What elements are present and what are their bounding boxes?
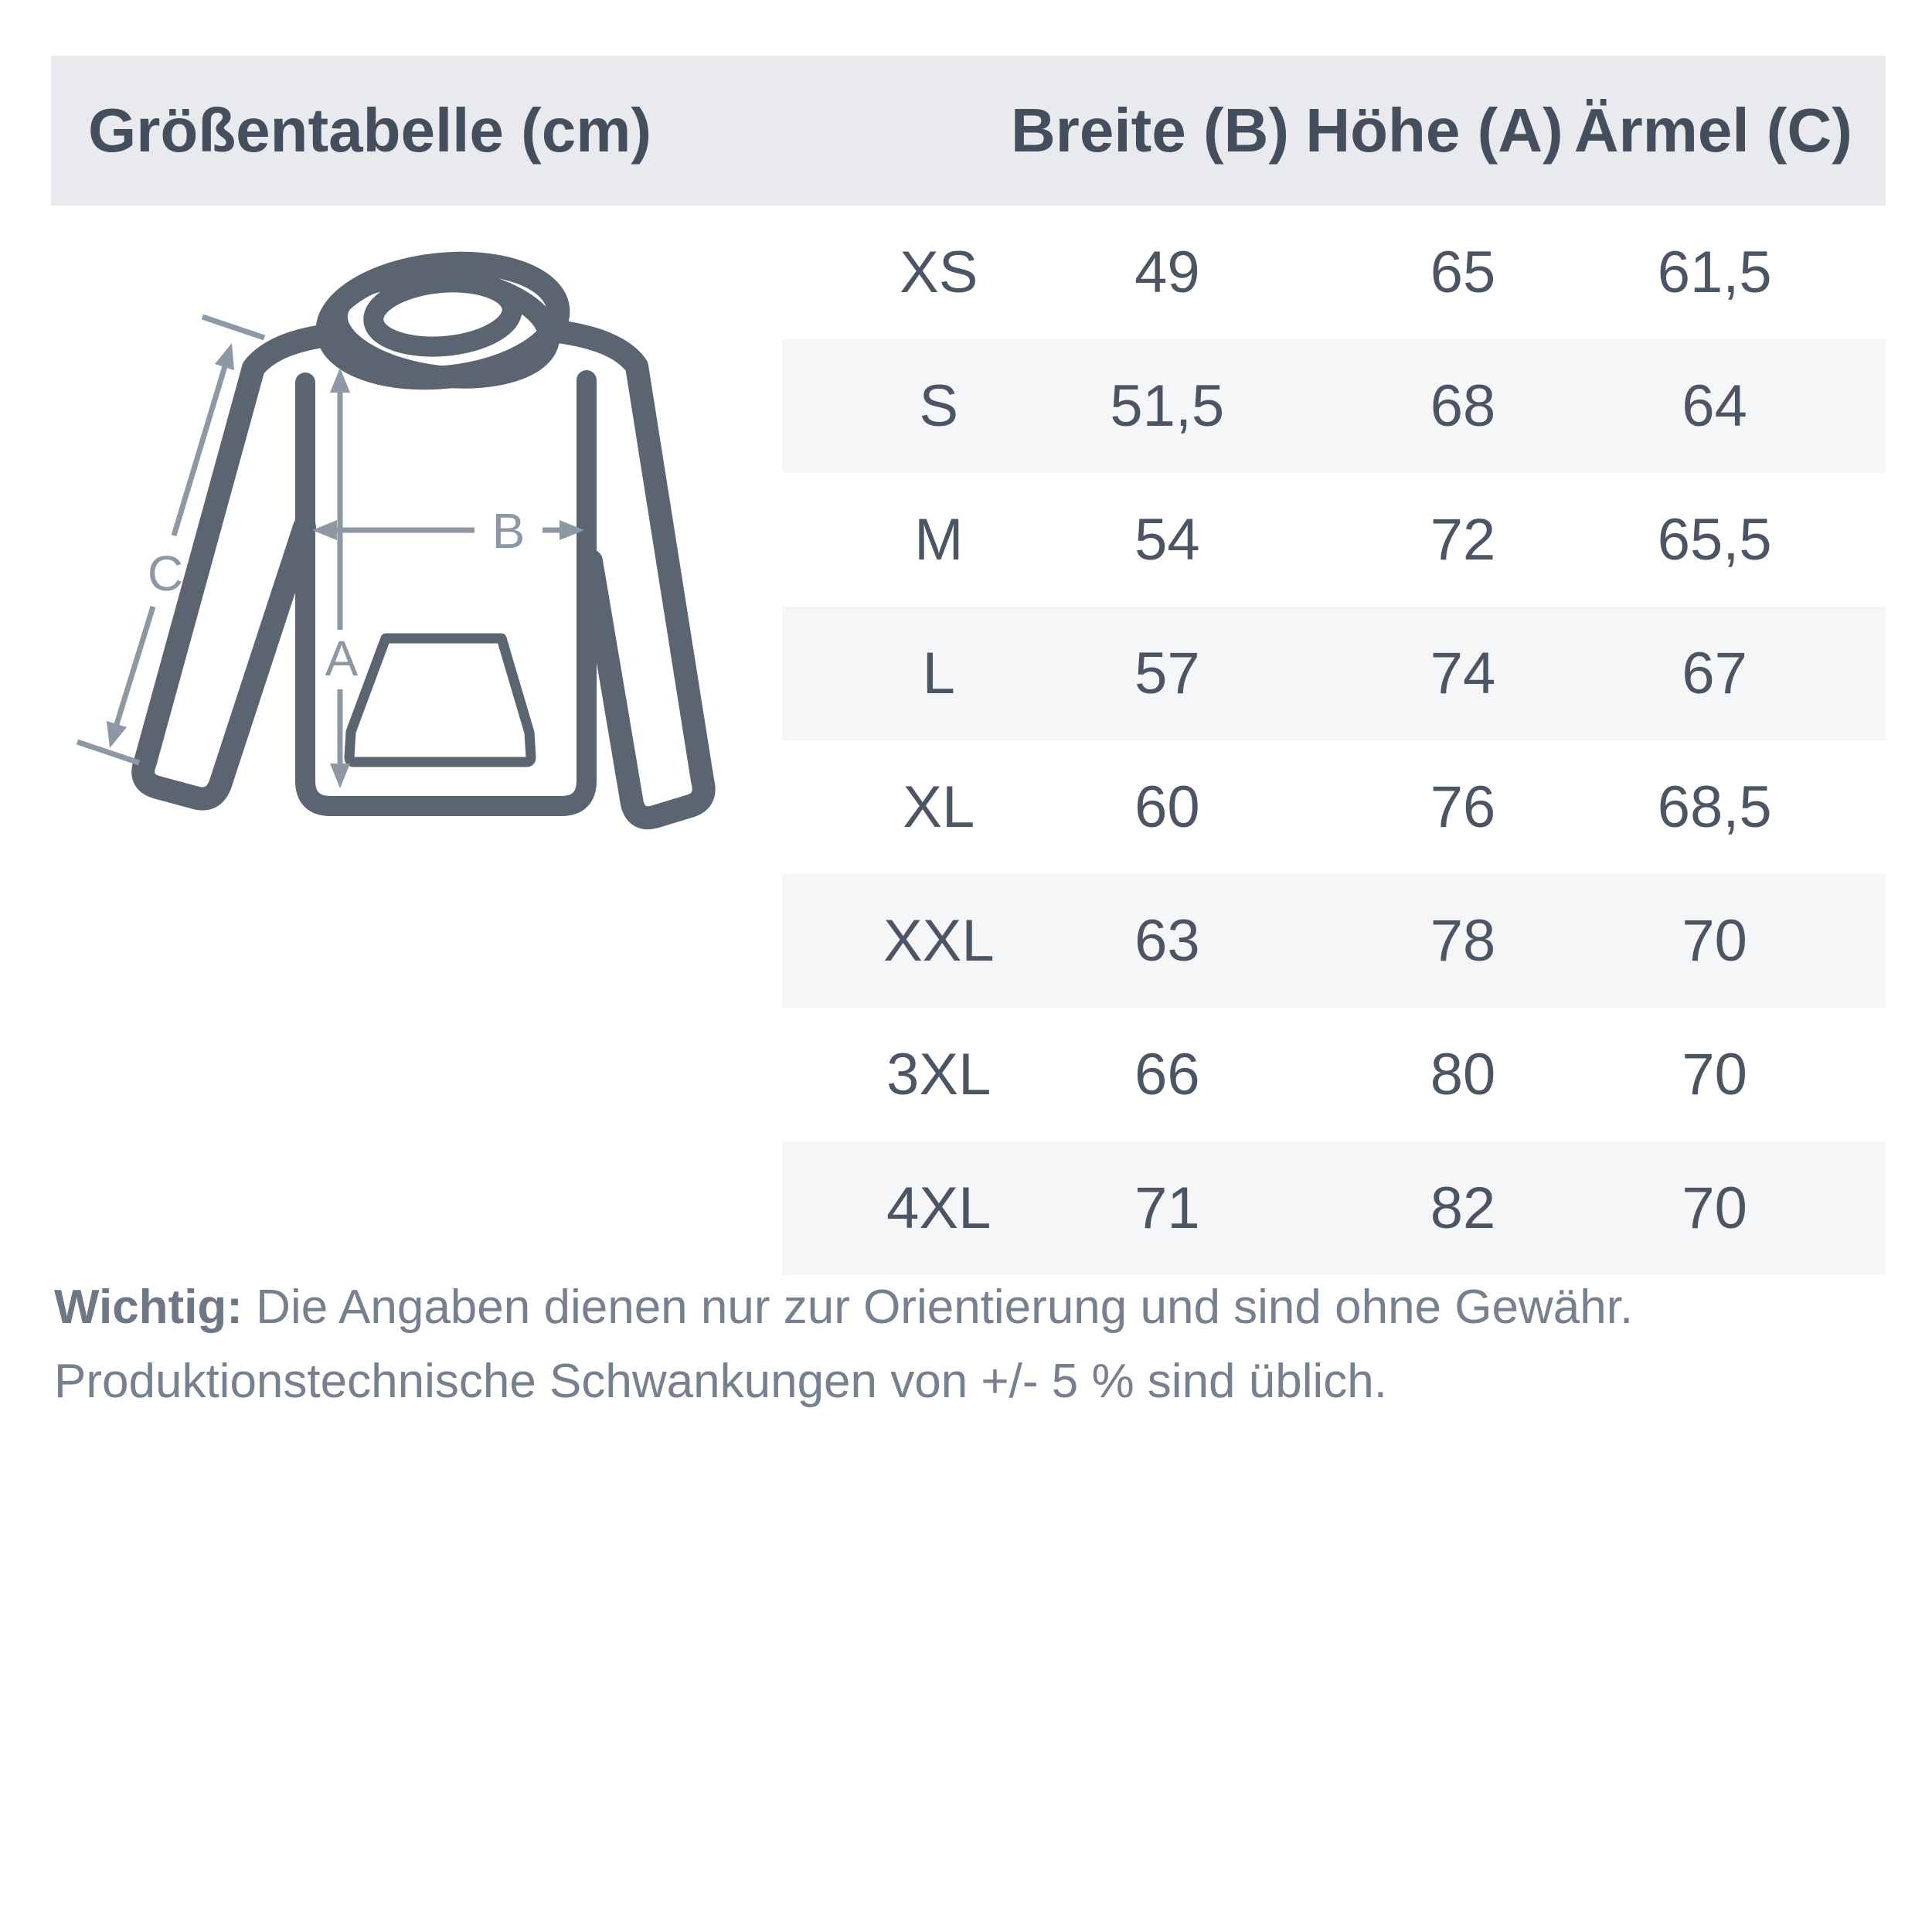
table-row-l: L 57 74 67	[782, 607, 1886, 740]
hoodie-pocket	[344, 633, 536, 767]
breite-value: 49	[1134, 240, 1200, 305]
hoodie-left-sleeve	[131, 322, 350, 811]
column-header-breite: Breite (B)	[1010, 96, 1290, 165]
size-label: 3XL	[886, 1042, 992, 1107]
disclaimer-note: Wichtig: Die Angaben dienen nur zur Orie…	[54, 1270, 1893, 1419]
table-row-xs: XS 49 65 61,5	[782, 206, 1886, 339]
sleeve-arrow-c-tick-top	[201, 314, 266, 341]
sleeve-arrow-c-line-top	[171, 365, 228, 537]
hoehe-value: 68	[1430, 373, 1496, 439]
column-header-hoehe: Höhe (A)	[1305, 96, 1563, 165]
table-header-bar: Größentabelle (cm) Breite (B) Höhe (A) Ä…	[51, 56, 1886, 206]
table-row-4xl: 4XL 71 82 70	[782, 1141, 1886, 1275]
size-label: XS	[900, 240, 978, 305]
breite-value: 63	[1134, 908, 1200, 974]
diagram-label-b: B	[492, 503, 526, 559]
aermel-value: 70	[1682, 908, 1747, 974]
hoehe-value: 65	[1430, 240, 1496, 305]
size-label: M	[914, 507, 964, 573]
diagram-label-a: A	[325, 631, 359, 686]
size-label: L	[922, 641, 955, 706]
breite-value: 51,5	[1110, 373, 1225, 439]
breite-value: 54	[1134, 507, 1200, 573]
size-label: 4XL	[886, 1175, 992, 1241]
disclaimer-line-1: Wichtig: Die Angaben dienen nur zur Orie…	[54, 1270, 1893, 1345]
page-title: Größentabelle (cm)	[88, 96, 652, 165]
table-row-3xl: 3XL 66 80 70	[782, 1008, 1886, 1141]
aermel-value: 61,5	[1657, 240, 1772, 305]
hoehe-value: 80	[1430, 1042, 1496, 1107]
breite-value: 57	[1134, 641, 1200, 706]
size-label: XXL	[883, 908, 995, 974]
breite-value: 66	[1134, 1042, 1200, 1107]
arrow-c-head-down	[107, 721, 127, 748]
sleeve-arrow-c-line-bottom	[114, 605, 156, 726]
hoehe-value: 74	[1430, 641, 1496, 706]
size-label: XL	[903, 774, 975, 840]
aermel-value: 64	[1682, 373, 1747, 439]
size-table: XS 49 65 61,5 S 51,5 68 64 M 54 72 65,5 …	[782, 206, 1886, 1275]
disclaimer-line-2: Produktionstechnische Schwankungen von +…	[54, 1355, 1387, 1408]
arrow-b-head-right	[560, 520, 584, 540]
table-row-s: S 51,5 68 64	[782, 339, 1886, 473]
table-row-xxl: XXL 63 78 70	[782, 874, 1886, 1008]
table-row-m: M 54 72 65,5	[782, 473, 1886, 607]
aermel-value: 70	[1682, 1042, 1747, 1107]
hoehe-value: 72	[1430, 507, 1496, 573]
aermel-value: 67	[1682, 641, 1747, 706]
size-label: S	[919, 373, 959, 439]
aermel-value: 70	[1682, 1175, 1747, 1241]
disclaimer-label: Wichtig:	[54, 1281, 243, 1334]
arrow-a-head-down	[330, 764, 350, 788]
hoehe-value: 82	[1430, 1175, 1496, 1241]
hoodie-diagram: A B C	[76, 251, 716, 830]
hoehe-value: 78	[1430, 908, 1496, 974]
hoehe-value: 76	[1430, 774, 1496, 840]
disclaimer-text-1: Die Angaben dienen nur zur Orientierung …	[242, 1281, 1634, 1334]
arrow-c-head-up	[215, 343, 234, 370]
sleeve-arrow-c-tick-bottom	[76, 739, 141, 766]
column-header-aermel: Ärmel (C)	[1573, 96, 1852, 165]
hoodie-body	[295, 370, 597, 816]
table-row-xl: XL 60 76 68,5	[782, 740, 1886, 874]
diagram-label-c: C	[148, 546, 183, 601]
hood-opening	[363, 272, 522, 357]
breite-value: 60	[1134, 774, 1200, 840]
arrow-b-head-left	[312, 520, 337, 540]
aermel-value: 68,5	[1657, 774, 1772, 840]
aermel-value: 65,5	[1657, 507, 1772, 573]
hoodie-right-sleeve	[540, 319, 716, 830]
arrow-a-head-up	[330, 368, 350, 393]
breite-value: 71	[1134, 1175, 1200, 1241]
